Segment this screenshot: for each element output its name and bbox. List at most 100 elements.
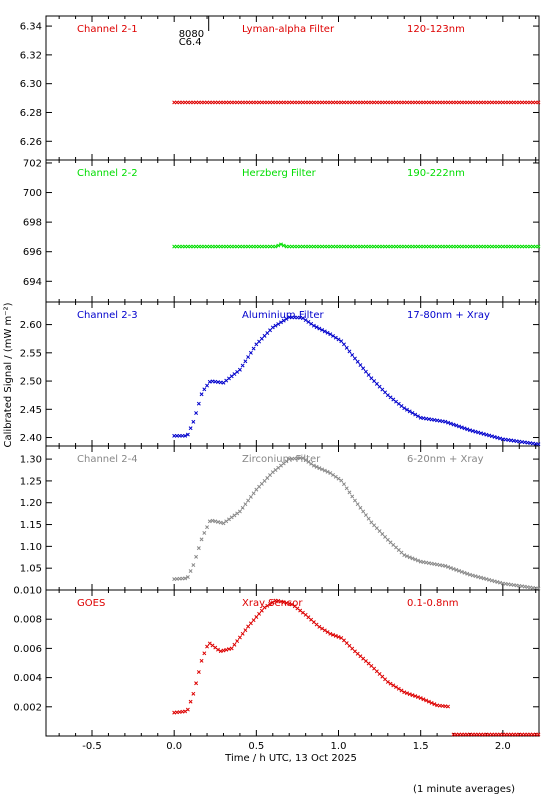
data-point xyxy=(257,611,262,616)
y-tick-label: 0.004 xyxy=(13,673,42,684)
panel-filter-label: Aluminium Filter xyxy=(242,310,325,321)
series-ch24 xyxy=(172,456,541,591)
data-point xyxy=(235,639,240,644)
data-point xyxy=(306,459,311,464)
data-point xyxy=(276,243,281,248)
data-point xyxy=(306,319,311,324)
data-point xyxy=(465,571,470,576)
data-point xyxy=(243,359,248,364)
data-point xyxy=(380,532,385,536)
data-point xyxy=(325,469,330,474)
data-point xyxy=(328,332,333,337)
panel-band-label: 0.1-0.8nm xyxy=(407,598,459,609)
data-point xyxy=(410,556,415,561)
data-point xyxy=(322,468,327,473)
data-point xyxy=(410,411,415,415)
data-point xyxy=(196,546,201,551)
data-point xyxy=(478,575,483,580)
data-point xyxy=(465,427,470,432)
data-point xyxy=(183,709,188,714)
data-point xyxy=(268,328,272,333)
data-point xyxy=(415,414,420,419)
data-point xyxy=(372,379,377,384)
data-point xyxy=(363,369,368,374)
data-point xyxy=(380,674,385,679)
data-point xyxy=(377,529,382,534)
data-point xyxy=(276,598,281,603)
data-point xyxy=(478,431,483,436)
data-point xyxy=(339,478,344,483)
series-ch22 xyxy=(172,242,541,249)
data-point xyxy=(205,525,210,530)
data-point xyxy=(487,433,492,438)
data-point xyxy=(248,621,253,626)
panels-layer: 6.26 6.28 6.30 6.32 6.34 Channel 2-1 Lyman-alp… xyxy=(13,15,541,737)
data-point xyxy=(276,322,281,326)
data-point xyxy=(317,326,322,331)
panel-channel-label: GOES xyxy=(77,598,105,609)
data-point xyxy=(279,320,283,325)
data-point xyxy=(437,563,442,567)
y-tick-label: 0.008 xyxy=(13,615,42,626)
data-point xyxy=(448,421,453,426)
data-point xyxy=(314,325,319,330)
data-point xyxy=(470,428,475,433)
data-point xyxy=(251,618,256,623)
panel-band-label: 6-20nm + Xray xyxy=(407,454,484,465)
data-point xyxy=(361,509,366,514)
data-point xyxy=(429,561,434,566)
data-point xyxy=(413,694,418,699)
data-point xyxy=(246,355,251,360)
data-point xyxy=(188,699,193,704)
data-point xyxy=(284,316,289,321)
data-point xyxy=(443,564,448,568)
data-point xyxy=(207,379,212,384)
data-point xyxy=(536,442,541,447)
y-tick-label: 702 xyxy=(23,158,42,169)
data-point xyxy=(240,631,245,636)
data-point xyxy=(331,632,335,637)
x-tick-label: -0.5 xyxy=(82,741,102,752)
data-point xyxy=(289,602,294,607)
data-point xyxy=(424,560,429,565)
data-point xyxy=(243,502,248,507)
flare-marker: 8080 C6.4 xyxy=(179,16,210,48)
data-point xyxy=(185,575,190,579)
data-point xyxy=(342,342,346,347)
data-point xyxy=(196,401,201,406)
data-point xyxy=(484,577,489,582)
data-point xyxy=(374,526,379,531)
data-point xyxy=(300,316,305,321)
data-point xyxy=(407,409,412,414)
data-point xyxy=(237,635,242,640)
data-point xyxy=(355,359,360,364)
data-point xyxy=(309,461,314,466)
data-point xyxy=(462,570,467,575)
data-point xyxy=(268,602,272,606)
data-point xyxy=(303,458,308,462)
data-point xyxy=(454,567,459,572)
data-point xyxy=(194,411,199,416)
data-point xyxy=(191,691,196,696)
data-point xyxy=(424,698,429,703)
data-point xyxy=(489,578,494,583)
data-point xyxy=(432,562,437,567)
x-tick-label: 1.0 xyxy=(331,741,347,752)
x-tick-label: 0.5 xyxy=(248,741,264,752)
y-tick-label: 1.20 xyxy=(20,498,42,509)
data-point xyxy=(237,509,242,514)
data-point xyxy=(281,600,286,605)
data-point xyxy=(415,558,420,563)
x-axis-title: Time / h UTC, 13 Oct 2025 xyxy=(224,753,357,764)
data-point xyxy=(224,647,229,652)
averaging-note: (1 minute averages) xyxy=(413,784,515,795)
data-point xyxy=(374,669,379,674)
data-point xyxy=(350,352,355,357)
data-point xyxy=(287,601,292,606)
y-tick-label: 1.30 xyxy=(20,455,42,466)
data-point xyxy=(328,471,333,476)
x-tick-label: 2.0 xyxy=(495,741,511,752)
data-point xyxy=(429,700,434,705)
y-tick-label: 2.60 xyxy=(20,320,42,331)
data-point xyxy=(363,513,368,518)
